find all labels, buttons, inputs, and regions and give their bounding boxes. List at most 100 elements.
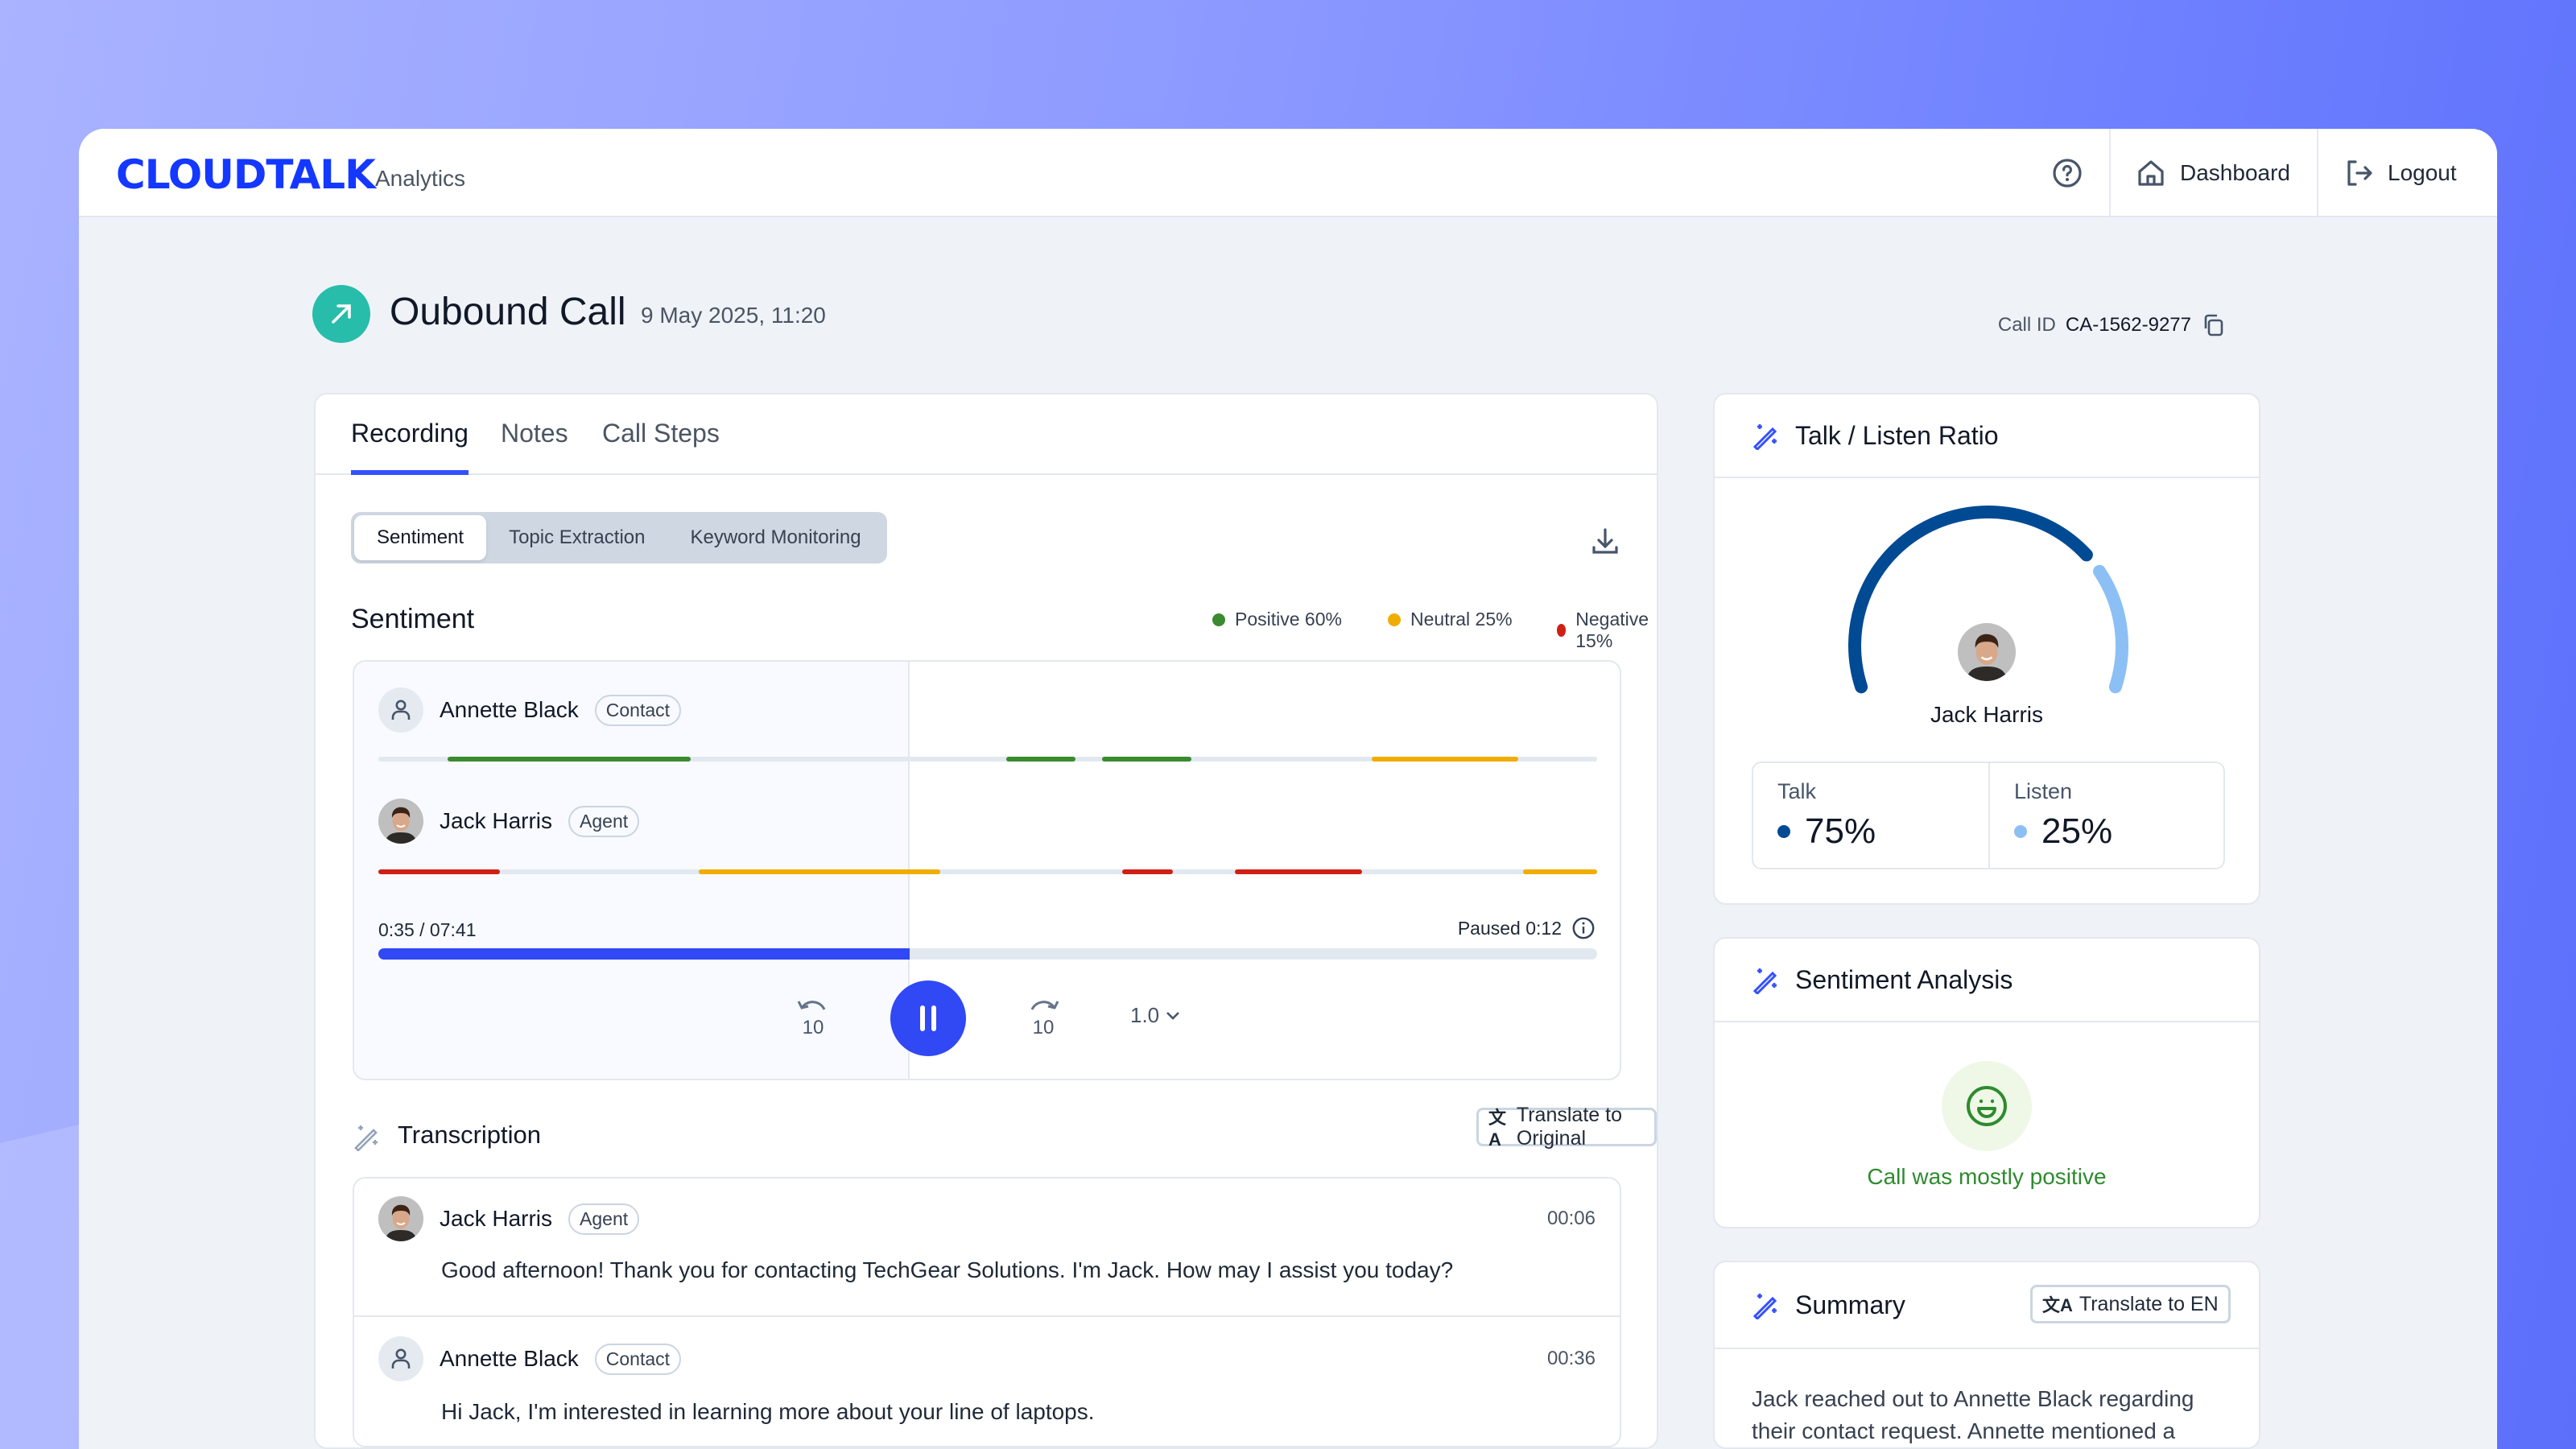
legend-neutral: Neutral 25% — [1388, 609, 1513, 630]
talk-listen-card: Talk / Listen Ratio Jack Harris Talk 75%… — [1713, 393, 2260, 905]
translate-icon: 文A — [1488, 1108, 1507, 1150]
forward-10-button[interactable]: 10 — [1022, 993, 1064, 1038]
listen-value: 25% — [2014, 811, 2112, 852]
role-badge: Agent — [568, 1203, 640, 1235]
listen-arc — [2093, 564, 2128, 694]
sentiment-segment-positive — [448, 757, 691, 762]
avatar — [378, 1196, 423, 1241]
logout-button[interactable]: Logout — [2343, 129, 2457, 217]
legend-label: Neutral 25% — [1410, 609, 1513, 630]
dashboard-button[interactable]: Dashboard — [2135, 129, 2290, 217]
rewind-icon: 10 — [797, 1001, 826, 1038]
segment-topic-extraction[interactable]: Topic Extraction — [509, 526, 646, 548]
sentiment-heading: Sentiment — [351, 604, 475, 634]
app-window: CLOUDTALK Analytics Dashboard Logout Oub… — [79, 129, 2497, 1449]
paused-label: Paused 0:12 — [1457, 917, 1562, 939]
sentiment-timeline: Annette Black Contact Jack Harris Agent … — [353, 660, 1621, 1080]
tab-notes[interactable]: Notes — [501, 419, 568, 448]
listen-dot — [2014, 825, 2027, 838]
analysis-segmented-control: Sentiment Topic Extraction Keyword Monit… — [351, 512, 887, 564]
summary-text: Jack reached out to Annette Black regard… — [1752, 1383, 2194, 1447]
logout-icon — [2347, 160, 2372, 186]
role-badge: Contact — [594, 694, 682, 726]
smiley-icon — [1942, 1061, 2032, 1151]
speaker-jack: Jack Harris Agent — [378, 799, 640, 844]
segment-sentiment[interactable]: Sentiment — [354, 515, 487, 560]
pause-icon — [920, 1005, 936, 1031]
svg-text:10: 10 — [803, 1017, 824, 1038]
tab-call-steps[interactable]: Call Steps — [602, 419, 720, 448]
sentiment-result: Call was mostly positive — [1867, 1164, 2107, 1189]
translate-to-original-button[interactable]: 文A Translate to Original — [1476, 1104, 1657, 1150]
paused-status: Paused 0:12 — [1458, 916, 1596, 940]
info-icon[interactable] — [1571, 916, 1596, 940]
magic-wand-icon — [1752, 424, 1777, 450]
transcript-text: Good afternoon! Thank you for contacting… — [441, 1257, 1454, 1282]
rewind-10-button[interactable]: 10 — [792, 993, 834, 1038]
role-badge: Contact — [594, 1343, 682, 1375]
summary-line: Jack reached out to Annette Black regard… — [1752, 1386, 2194, 1411]
ratio-stats: Talk 75% Listen 25% — [1752, 762, 2225, 869]
help-circle-icon — [2053, 159, 2082, 188]
copy-icon[interactable] — [2201, 312, 2227, 338]
call-id-label: Call ID — [1997, 314, 2056, 336]
positive-dot — [1212, 613, 1225, 626]
card-header: Summary — [1715, 1262, 2259, 1349]
translate-icon: 文A — [2042, 1295, 2073, 1315]
logout-label: Logout — [2388, 160, 2457, 185]
translate-to-en-button[interactable]: 文A Translate to EN — [2030, 1285, 2231, 1323]
timestamp: 00:06 — [1546, 1208, 1596, 1229]
sentiment-segment-neutral — [699, 869, 940, 874]
talk-label: Talk — [1777, 779, 1817, 803]
listen-label: Listen — [2014, 779, 2073, 803]
dashboard-label: Dashboard — [2180, 160, 2290, 185]
card-title: Summary — [1795, 1290, 1905, 1319]
agent-name: Jack Harris — [1930, 702, 2043, 727]
download-icon[interactable] — [1589, 525, 1621, 557]
recording-card: Recording Notes Call Steps Sentiment Top… — [314, 393, 1658, 1449]
divider — [1988, 763, 1990, 868]
divider — [2109, 129, 2111, 217]
summary-card: Summary 文A Translate to EN Jack reached … — [1713, 1261, 2260, 1449]
page-title: Oubound Call — [390, 291, 626, 333]
logo[interactable]: CLOUDTALK — [116, 151, 376, 198]
legend-label: Negative 15% — [1575, 609, 1649, 651]
speaker-name: Annette Black — [440, 1346, 579, 1371]
playback-speed-select[interactable]: 1.0 — [1130, 1003, 1180, 1028]
card-title: Talk / Listen Ratio — [1795, 420, 1999, 450]
playback-time: 0:35 / 07:41 — [378, 919, 477, 940]
sentiment-track-jack — [378, 869, 1597, 874]
sentiment-segment-positive — [1102, 757, 1191, 762]
neutral-dot — [1388, 613, 1401, 626]
speaker-name: Annette Black — [440, 697, 579, 722]
playback-progress-bar[interactable] — [378, 948, 1597, 960]
transcript-text: Hi Jack, I'm interested in learning more… — [441, 1399, 1095, 1424]
speed-value: 1.0 — [1130, 1003, 1160, 1027]
logo-subtitle: Analytics — [375, 166, 466, 191]
transcript-entry: Annette Black Contact 00:36 Hi Jack, I'm… — [354, 1317, 1620, 1446]
speaker: Jack Harris Agent — [378, 1196, 640, 1241]
chevron-down-icon — [1166, 1011, 1180, 1020]
legend-positive: Positive 60% — [1212, 609, 1342, 630]
sentiment-segment-neutral — [1522, 869, 1597, 874]
role-badge: Agent — [568, 805, 640, 837]
talk-arc — [1848, 506, 2093, 694]
forward-icon: 10 — [1030, 1001, 1059, 1038]
user-icon — [378, 687, 423, 733]
pause-button[interactable] — [890, 980, 966, 1056]
magic-wand-icon — [1752, 968, 1777, 994]
translate-label: Translate to EN — [2079, 1292, 2219, 1315]
speaker-name: Jack Harris — [440, 808, 553, 833]
tab-recording[interactable]: Recording — [351, 419, 469, 448]
avatar — [1958, 623, 2016, 681]
speaker-name: Jack Harris — [440, 1206, 553, 1231]
help-button[interactable] — [2051, 129, 2083, 217]
card-header: Sentiment Analysis — [1715, 939, 2259, 1022]
legend-negative: Negative 15% — [1557, 609, 1657, 652]
legend-label: Positive 60% — [1235, 609, 1342, 630]
talk-dot — [1777, 825, 1790, 838]
magic-wand-icon — [354, 1125, 378, 1151]
summary-line: their contact request. Annette mentioned… — [1752, 1418, 2176, 1443]
sentiment-segment-positive — [1005, 757, 1075, 762]
segment-keyword-monitoring[interactable]: Keyword Monitoring — [690, 526, 861, 548]
